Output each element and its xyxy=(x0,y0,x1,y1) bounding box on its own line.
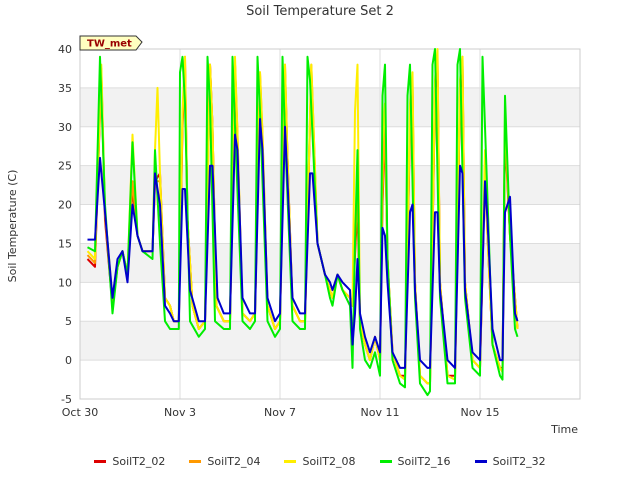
y-axis-ticks: -5 0 5 10 15 20 25 30 35 40 xyxy=(58,43,72,406)
legend-label: SoilT2_16 xyxy=(397,454,451,468)
background-bands xyxy=(80,49,580,399)
background-band xyxy=(80,321,580,361)
legend-swatch xyxy=(94,459,107,463)
series-layer xyxy=(86,48,519,397)
legend-swatch xyxy=(284,459,297,463)
background-band xyxy=(80,87,580,127)
y-tick-label: 40 xyxy=(58,43,72,56)
background-band xyxy=(80,165,580,205)
legend-item-soilt2_32: SoilT2_32 xyxy=(474,452,546,470)
station-tag-box xyxy=(79,35,143,51)
legend-label: SoilT2_32 xyxy=(492,454,546,468)
legend: SoilT2_02 SoilT2_04 SoilT2_08 SoilT2_16 Soil… xyxy=(0,452,640,470)
x-axis-ticks: Oct 30 Nov 3 Nov 7 Nov 11 Nov 15 xyxy=(62,406,500,419)
station-tag-text: TW_met xyxy=(87,39,132,50)
x-tick-label: Nov 7 xyxy=(264,406,296,419)
legend-swatch xyxy=(189,459,202,463)
series-line-soilt2_32 xyxy=(87,118,519,369)
legend-label: SoilT2_04 xyxy=(207,454,261,468)
background-band xyxy=(80,360,580,399)
series-line-soilt2_16 xyxy=(87,48,519,397)
y-tick-label: 10 xyxy=(58,276,72,289)
legend-label: SoilT2_02 xyxy=(112,454,166,468)
legend-item-soilt2_04: SoilT2_04 xyxy=(189,452,260,470)
legend-item-soilt2_02: SoilT2_02 xyxy=(94,452,165,470)
y-tick-label: 25 xyxy=(58,160,72,173)
x-tick-label: Nov 3 xyxy=(164,406,196,419)
background-band xyxy=(80,126,580,166)
chart-title: Soil Temperature Set 2 xyxy=(246,4,394,19)
legend-swatch xyxy=(474,459,487,463)
y-tick-label: 15 xyxy=(58,237,72,250)
background-band xyxy=(80,49,580,88)
y-tick-label: 20 xyxy=(58,199,72,212)
plot-frame xyxy=(79,48,581,400)
x-tick-label: Oct 30 xyxy=(62,406,99,419)
legend-label: SoilT2_08 xyxy=(302,454,356,468)
legend-item-soilt2_16: SoilT2_16 xyxy=(379,452,451,470)
station-tag: TW_met xyxy=(79,35,143,51)
x-axis-label: Time xyxy=(550,423,578,436)
y-axis-label: Soil Temperature (C) xyxy=(6,170,19,283)
legend-item-soilt2_08: SoilT2_08 xyxy=(284,452,356,470)
y-tick-label: -5 xyxy=(61,393,72,406)
y-tick-label: 5 xyxy=(65,315,72,328)
x-tick-label: Nov 11 xyxy=(361,406,400,419)
y-tick-label: 35 xyxy=(58,82,72,95)
x-tick-label: Nov 15 xyxy=(461,406,500,419)
y-tick-label: 30 xyxy=(58,121,72,134)
y-tick-label: 0 xyxy=(65,354,72,367)
legend-swatch xyxy=(379,459,392,463)
